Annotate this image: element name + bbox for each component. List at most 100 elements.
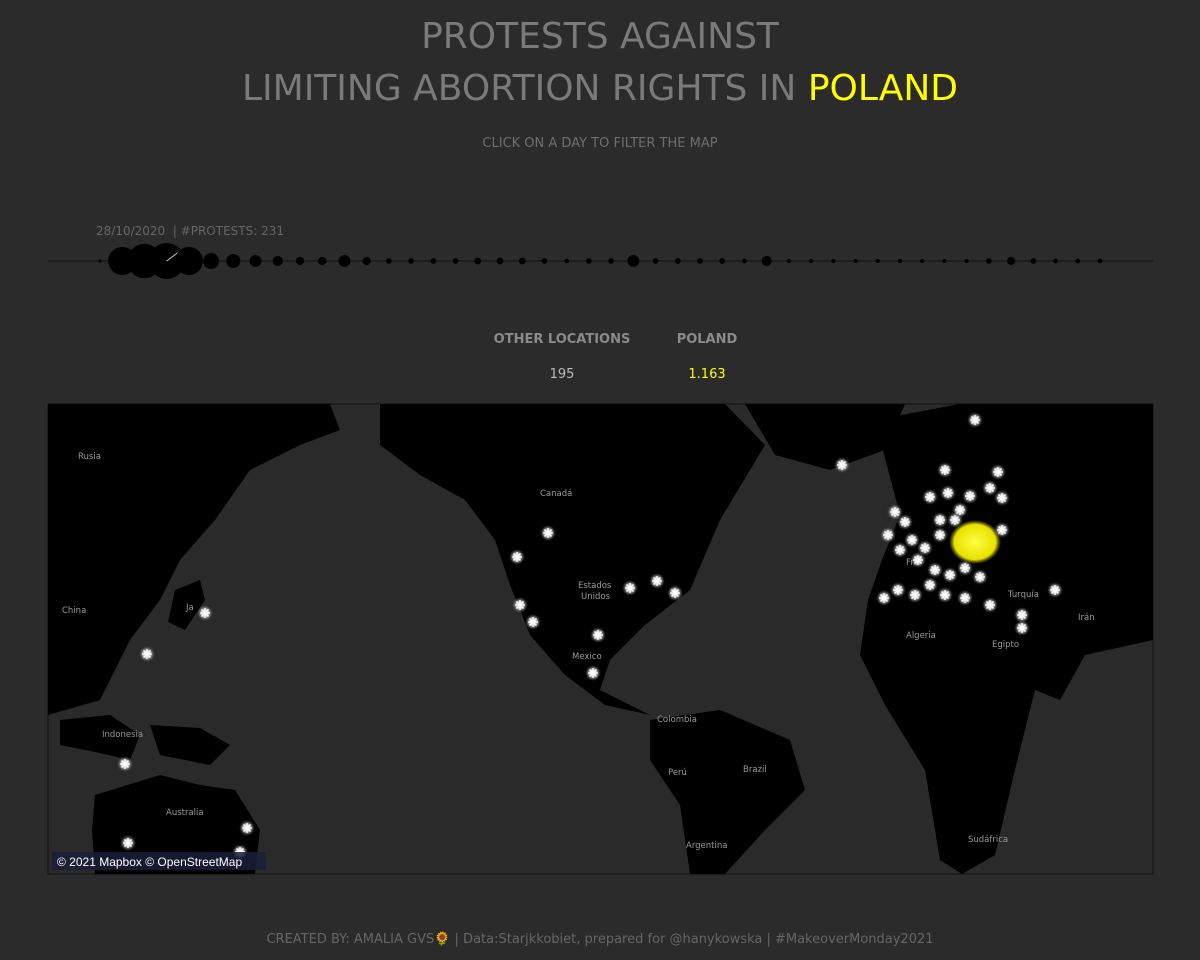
place-label: Turquía <box>1007 590 1039 600</box>
day-dot[interactable] <box>786 258 791 264</box>
place-label: Rusia <box>78 452 101 462</box>
date: 28/10/2020 <box>96 224 166 238</box>
protest-star <box>975 572 985 582</box>
day-dot[interactable] <box>697 258 703 264</box>
day-dot[interactable] <box>1030 258 1037 264</box>
day-dot[interactable] <box>674 258 681 264</box>
day-dot[interactable] <box>174 246 203 276</box>
protest-star <box>997 493 1007 503</box>
protest-star <box>625 583 635 593</box>
protest-star <box>965 491 975 501</box>
protest-star <box>837 460 847 470</box>
place-label: Unidos <box>581 592 611 602</box>
day-dot[interactable] <box>249 255 262 267</box>
protest-star <box>1017 623 1027 633</box>
day-dot[interactable] <box>226 253 241 269</box>
protest-star <box>985 600 995 610</box>
protest-star <box>879 593 889 603</box>
footer: CREATED BY: AMALIA GVS🌻 | Data:Starjkkob… <box>266 932 934 947</box>
protest-star <box>120 759 130 769</box>
day-dot[interactable] <box>875 258 880 264</box>
place-label: Colombia <box>657 715 697 725</box>
day-dot[interactable] <box>518 257 526 265</box>
protest-star <box>955 505 965 515</box>
protest-star <box>142 649 152 659</box>
landmass <box>92 775 260 874</box>
day-dot[interactable] <box>627 255 640 267</box>
day-dot[interactable] <box>1097 258 1103 264</box>
day-dot[interactable] <box>1053 258 1058 264</box>
day-dot[interactable] <box>452 258 459 264</box>
stat: OTHER LOCATIONS 195 <box>490 332 634 382</box>
place-label: Argentina <box>686 841 727 851</box>
day-dot[interactable] <box>761 255 772 267</box>
protest-star <box>943 488 953 498</box>
day-dot[interactable] <box>295 256 305 266</box>
place-label: Egipto <box>992 640 1019 650</box>
poland-cluster[interactable] <box>949 520 1001 564</box>
protest-star <box>515 600 525 610</box>
landmass <box>380 404 765 715</box>
day-dot[interactable] <box>809 258 814 264</box>
title: LIMITING ABORTION RIGHTS IN POLAND <box>0 68 1200 109</box>
landmass <box>48 404 340 715</box>
place-label: Indonesia <box>102 730 143 740</box>
day-dot[interactable] <box>920 258 925 264</box>
protest-star <box>985 483 995 493</box>
day-dot[interactable] <box>564 258 570 264</box>
day-dot[interactable] <box>318 256 327 266</box>
day-dot[interactable] <box>942 258 947 264</box>
day-dot[interactable] <box>98 259 102 263</box>
day-dot[interactable] <box>496 257 504 265</box>
day-dot[interactable] <box>474 257 482 265</box>
day-dot[interactable] <box>853 258 858 264</box>
day-dot[interactable] <box>719 258 726 264</box>
protest-star <box>997 525 1007 535</box>
protest-star <box>652 576 662 586</box>
day-dot[interactable] <box>541 258 548 264</box>
day-dot[interactable] <box>385 258 392 264</box>
day-dot[interactable] <box>430 258 437 264</box>
day-dot[interactable] <box>608 258 615 264</box>
place-label: Mexico <box>572 652 602 662</box>
day-dot[interactable] <box>585 258 592 264</box>
protest-star <box>910 590 920 600</box>
day-dot[interactable] <box>742 258 747 264</box>
title: PROTESTS AGAINST <box>421 16 779 57</box>
stat-value: 1.163 <box>688 367 726 382</box>
day-dot[interactable] <box>985 258 992 264</box>
day-dot[interactable] <box>338 255 351 267</box>
landmass <box>168 580 205 630</box>
protest-star <box>890 507 900 517</box>
protest-star <box>670 588 680 598</box>
protest-star <box>907 535 917 545</box>
attribution-bg <box>52 852 266 870</box>
place-label: Ja <box>185 603 194 613</box>
protest-star <box>1050 585 1060 595</box>
day-dot[interactable] <box>897 258 903 264</box>
day-dot[interactable] <box>652 258 659 264</box>
protest-star <box>970 415 980 425</box>
day-dot[interactable] <box>408 258 415 264</box>
landmass <box>650 710 805 874</box>
day-dot[interactable] <box>1075 258 1081 264</box>
protest-star <box>913 555 923 565</box>
timeline-label: 28/10/2020 | #PROTESTS: 231 <box>96 224 284 238</box>
place-label: China <box>62 606 86 616</box>
place-label: Canadá <box>540 489 572 499</box>
day-dot[interactable] <box>964 258 969 264</box>
day-dot[interactable] <box>1007 256 1016 266</box>
protest-star <box>1017 610 1027 620</box>
day-dot[interactable] <box>362 256 371 266</box>
protest-star <box>883 530 893 540</box>
stat-value: 195 <box>549 367 575 382</box>
day-dot[interactable] <box>272 255 283 267</box>
protest-star <box>895 545 905 555</box>
protest-star <box>940 465 950 475</box>
day-dot[interactable] <box>203 253 220 269</box>
day-dot[interactable] <box>831 258 836 264</box>
count: 231 <box>261 224 284 238</box>
protest-star <box>242 823 252 833</box>
place-label: Algeria <box>906 631 936 641</box>
